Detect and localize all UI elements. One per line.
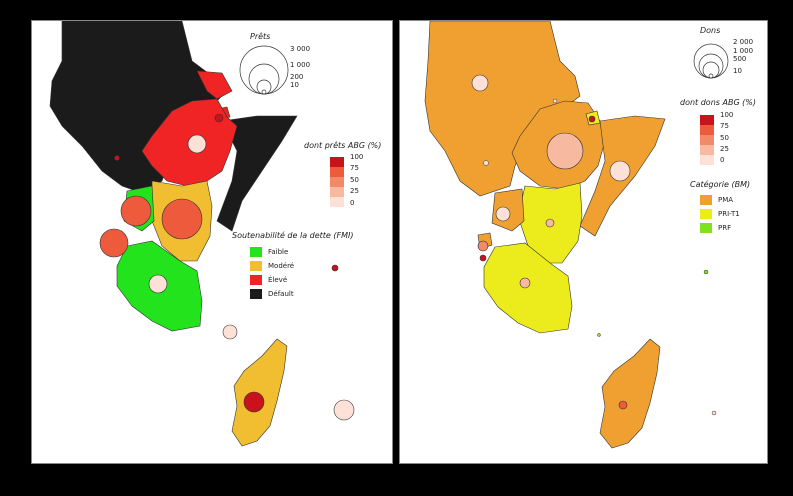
bubble-seychelles bbox=[703, 269, 709, 275]
bubble-tanzania bbox=[148, 274, 168, 294]
bubble-eritrea bbox=[552, 98, 558, 104]
category-legend-title: Soutenabilité de la dette (FMI) bbox=[232, 231, 354, 240]
category-swatch bbox=[700, 195, 712, 205]
region-madagascar bbox=[599, 338, 661, 449]
category-swatch bbox=[700, 223, 712, 233]
bubble-rwanda bbox=[477, 240, 489, 252]
size-legend-circles bbox=[693, 43, 729, 79]
share-legend-value: 75 bbox=[350, 164, 359, 172]
size-legend-value: 10 bbox=[290, 81, 299, 89]
share-ramp-cell bbox=[330, 197, 344, 207]
share-ramp-cell bbox=[330, 167, 344, 177]
size-legend-title: Dons bbox=[700, 26, 721, 35]
category-label: PRI-T1 bbox=[718, 210, 740, 218]
grants-map bbox=[424, 21, 729, 449]
size-legend-value: 1 000 bbox=[290, 61, 311, 69]
bubble-kenya bbox=[545, 218, 555, 228]
category-label: PRF bbox=[718, 224, 732, 232]
bubble-tanzania bbox=[519, 277, 531, 289]
share-legend-value: 0 bbox=[720, 156, 725, 164]
share-ramp-cell bbox=[700, 145, 714, 155]
bubble-rwanda bbox=[99, 228, 129, 258]
share-ramp-cell bbox=[330, 187, 344, 197]
region-madagascar bbox=[231, 338, 288, 447]
region-sudan bbox=[424, 21, 581, 197]
size-legend-circles bbox=[239, 45, 289, 95]
category-swatch bbox=[250, 275, 262, 285]
category-legend-title: Catégorie (BM) bbox=[690, 180, 751, 189]
region-somalia bbox=[216, 115, 298, 232]
bubble-uganda bbox=[120, 195, 152, 227]
category-label: Modéré bbox=[268, 262, 295, 270]
category-swatch bbox=[250, 247, 262, 257]
share-ramp-cell bbox=[700, 155, 714, 165]
size-legend-value: 2 000 bbox=[733, 38, 754, 46]
size-legend-title: Prêts bbox=[250, 32, 271, 41]
share-legend-value: 25 bbox=[350, 187, 359, 195]
share-ramp-cell bbox=[700, 135, 714, 145]
bubble-mauritius bbox=[333, 399, 355, 421]
share-legend-title: dont prêts ABG (%) bbox=[304, 141, 382, 150]
bubble-sudan bbox=[114, 155, 120, 161]
region-tanzania bbox=[483, 242, 573, 334]
category-swatch bbox=[700, 209, 712, 219]
share-legend-value: 25 bbox=[720, 145, 729, 153]
bubble-sudan bbox=[471, 74, 489, 92]
size-legend-value: 200 bbox=[290, 73, 304, 81]
category-label: Défault bbox=[268, 290, 294, 298]
share-legend-value: 100 bbox=[720, 111, 734, 119]
category-label: Élevé bbox=[268, 276, 288, 284]
bubble-eritrea bbox=[214, 113, 224, 123]
share-legend-value: 50 bbox=[350, 176, 359, 184]
bubble-ethiopia bbox=[187, 134, 207, 154]
share-legend-title: dont dons ABG (%) bbox=[680, 98, 757, 107]
size-legend-value: 500 bbox=[733, 55, 747, 63]
share-legend-value: 100 bbox=[350, 153, 364, 161]
share-ramp-cell bbox=[330, 157, 344, 167]
category-label: Faible bbox=[268, 248, 289, 256]
loans-map bbox=[49, 21, 355, 447]
size-legend-value: 1 000 bbox=[733, 47, 754, 55]
bubble-comoros bbox=[222, 324, 238, 340]
category-swatch bbox=[250, 261, 262, 271]
bubble-madagascar bbox=[618, 400, 628, 410]
size-legend-value: 10 bbox=[733, 67, 742, 75]
share-legend-value: 50 bbox=[720, 134, 729, 142]
share-legend-value: 0 bbox=[350, 199, 355, 207]
bubble-somalia-north bbox=[609, 160, 631, 182]
bubble-ethiopia bbox=[546, 132, 584, 170]
bubble-burundi bbox=[479, 254, 487, 262]
category-label: PMA bbox=[718, 196, 734, 204]
size-legend-value: 3 000 bbox=[290, 45, 311, 53]
bubble-madagascar bbox=[243, 391, 265, 413]
bubble-seychelles bbox=[331, 264, 339, 272]
bubble-comoros bbox=[597, 333, 601, 337]
loans-map-panel: Prêts 3 000 1 000 200 10 dont prêts ABG … bbox=[31, 20, 393, 464]
bubble-kenya bbox=[161, 198, 203, 240]
bubble-mauritius bbox=[711, 410, 717, 416]
share-ramp-cell bbox=[700, 115, 714, 125]
share-ramp-cell bbox=[700, 125, 714, 135]
share-ramp-cell bbox=[330, 177, 344, 187]
bubble-south-sudan bbox=[483, 160, 489, 166]
category-swatch bbox=[250, 289, 262, 299]
region-eritrea bbox=[196, 70, 233, 100]
bubble-djibouti bbox=[588, 115, 596, 123]
bubble-uganda bbox=[495, 206, 511, 222]
grants-map-panel: Dons 2 000 1 000 500 10 dont dons ABG (%… bbox=[399, 20, 768, 464]
share-legend-value: 75 bbox=[720, 122, 729, 130]
